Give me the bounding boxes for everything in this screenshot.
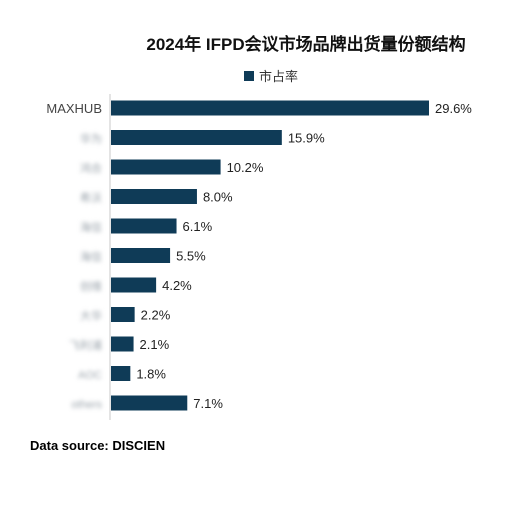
bar-value-label: 2.2%	[141, 308, 171, 323]
bar	[111, 395, 188, 411]
bar	[111, 336, 134, 352]
category-tick-label: 飞利浦	[69, 339, 102, 352]
bar	[111, 277, 157, 293]
bar	[111, 248, 171, 263]
legend-swatch	[244, 70, 254, 81]
chart-legend: 市占率	[244, 66, 298, 85]
bar-value-label: 8.0%	[203, 190, 233, 205]
bar-value-label: 15.9%	[288, 131, 325, 146]
category-tick-label: 海信	[80, 250, 102, 264]
bar-value-label: 2.1%	[140, 337, 170, 352]
category-tick-label: 大华	[80, 309, 102, 323]
category-tick-label: 希沃	[80, 191, 102, 205]
category-tick-label: AOC	[78, 370, 102, 382]
bar	[111, 307, 135, 322]
bar	[111, 100, 429, 116]
category-tick-label: MAXHUB	[46, 101, 102, 116]
bar-value-label: 5.5%	[176, 249, 206, 264]
bar-value-label: 1.8%	[136, 367, 166, 382]
bar	[111, 189, 197, 204]
bar	[111, 130, 282, 145]
bar-value-label: 4.2%	[162, 278, 192, 293]
category-tick-label: 华为	[80, 132, 102, 146]
bar	[111, 159, 221, 175]
bar	[111, 218, 177, 234]
category-tick-label: 鸿合	[80, 161, 102, 175]
bar-value-label: 29.6%	[435, 101, 472, 116]
bar-value-label: 7.1%	[193, 396, 223, 411]
category-tick-label: 海信	[80, 220, 102, 234]
data-source-note: Data source: DISCIEN	[30, 438, 166, 453]
legend-label: 市占率	[259, 69, 299, 84]
category-tick-label: 创维	[80, 280, 102, 293]
bar-value-label: 10.2%	[227, 160, 264, 175]
bar-value-label: 6.1%	[183, 219, 213, 234]
bar	[111, 366, 131, 381]
category-tick-label: others	[71, 399, 102, 411]
chart-title: 2024年 IFPD会议市场品牌出货量份额结构	[146, 35, 466, 54]
